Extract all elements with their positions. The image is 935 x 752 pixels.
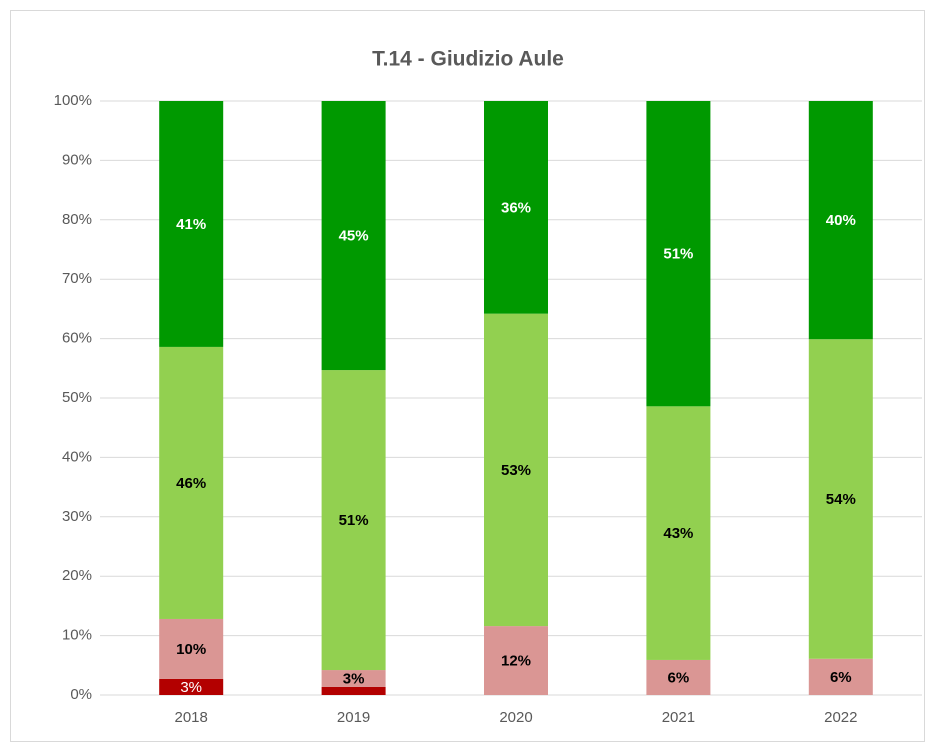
bar-segment [646,406,711,660]
x-tick-label: 2022 [824,709,857,726]
y-tick-label: 50% [62,389,92,406]
chart-frame [10,10,925,742]
bar-segment [484,101,548,314]
x-tick-label: 2020 [499,709,532,726]
bar-segment [159,346,224,619]
data-label: 51% [339,512,369,529]
bar-segment [159,678,224,695]
data-label: 41% [176,216,206,233]
data-label: 43% [663,525,693,542]
data-label: 12% [501,653,531,670]
y-tick-label: 0% [70,686,92,703]
x-tick-label: 2019 [337,709,370,726]
data-label: 54% [826,491,856,508]
bar-segment [646,101,711,407]
data-label: 36% [501,199,531,216]
data-label: 10% [176,641,206,658]
bar-segment [808,101,873,340]
y-tick-label: 90% [62,151,92,168]
y-tick-label: 30% [62,508,92,525]
y-tick-label: 100% [54,92,92,109]
bar-segment [646,659,711,695]
data-label: 3% [180,679,202,696]
bar-segment [321,670,386,687]
bar-segment [321,101,386,371]
y-tick-label: 60% [62,330,92,347]
y-tick-label: 20% [62,567,92,584]
bar-segment [321,370,386,671]
data-label: 40% [826,212,856,229]
y-tick-label: 10% [62,627,92,644]
data-label: 51% [663,246,693,263]
y-tick-label: 80% [62,211,92,228]
bar-segment [808,339,873,659]
data-label: 6% [830,669,852,686]
bar-segment [808,658,873,695]
data-label: 45% [339,228,369,245]
x-tick-label: 2018 [175,709,208,726]
data-label: 53% [501,462,531,479]
x-tick-label: 2021 [662,709,695,726]
bar-segment [321,686,386,695]
y-tick-label: 70% [62,270,92,287]
y-tick-label: 40% [62,448,92,465]
bar-segment [159,101,224,347]
bar-segment [484,313,548,627]
chart-title: T.14 - Giudizio Aule [372,48,564,71]
data-label: 6% [668,669,690,686]
data-label: 46% [176,475,206,492]
bar-segment [159,618,224,679]
data-label: 3% [343,670,365,687]
bar-segment [484,626,548,695]
